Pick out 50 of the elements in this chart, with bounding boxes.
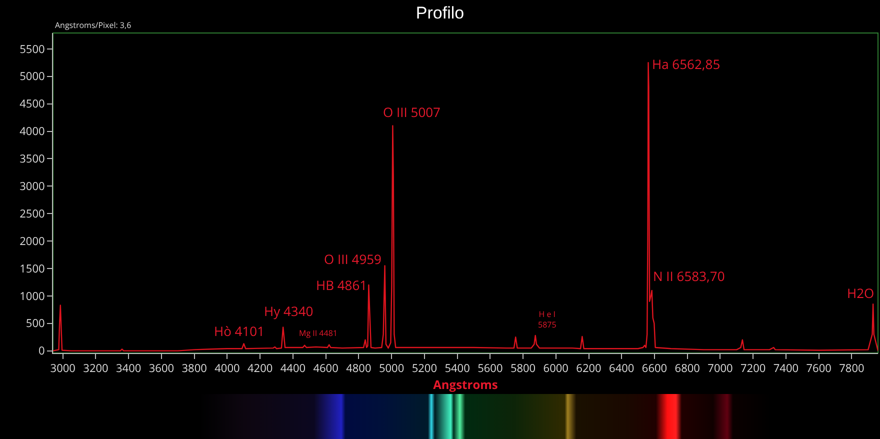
- x-tick-label: 6600: [642, 361, 668, 376]
- y-tick-label: 4500: [20, 96, 45, 112]
- y-tick-label: 5500: [20, 42, 45, 57]
- x-tick-label: 7400: [773, 361, 799, 376]
- x-axis-title: Angstroms: [433, 376, 498, 394]
- x-tick-label: 6400: [609, 361, 634, 376]
- x-tick-label: 4800: [346, 361, 372, 376]
- x-tick-label: 4000: [214, 361, 240, 376]
- y-tick-label: 2500: [20, 206, 45, 222]
- chart-title: Profilo: [416, 3, 464, 22]
- x-tick-label: 7200: [740, 361, 766, 376]
- y-tick-label: 0: [38, 344, 45, 359]
- text: Angstroms/Pixel: 3,6: [55, 20, 132, 31]
- y-tick-label: 1500: [20, 261, 45, 276]
- annotation: Hò 4101: [214, 322, 265, 340]
- x-tick-label: 5800: [510, 361, 536, 376]
- x-tick-label: 4600: [313, 361, 338, 376]
- annotation: H e I 5875: [538, 309, 557, 330]
- x-tick-label: 7800: [839, 361, 864, 376]
- x-tick-label: 7000: [708, 361, 733, 376]
- y-tick-label: 4000: [20, 124, 45, 140]
- x-tick-label: 3200: [83, 361, 108, 376]
- x-tick-label: 3000: [50, 361, 76, 376]
- x-tick-label: 5200: [412, 361, 437, 376]
- annotation: Hy 4340: [264, 302, 314, 320]
- y-tick-label: 5000: [20, 69, 45, 84]
- y-tick-label: 3000: [20, 178, 45, 194]
- y-tick-label: 1000: [20, 288, 45, 304]
- annotation: HB 4861: [316, 276, 368, 294]
- y-tick-label: 3500: [20, 152, 45, 167]
- annotation: H2O: [847, 284, 874, 302]
- annotation: N II 6583,70: [653, 267, 725, 285]
- annotation: O III 5007: [383, 103, 440, 121]
- annotation: O III 4959: [324, 250, 382, 268]
- annotation: Ha 6562,85: [652, 55, 720, 73]
- x-tick-label: 4200: [247, 361, 273, 376]
- annotation: Mg II 4481: [299, 328, 338, 339]
- x-tick-label: 4400: [280, 361, 306, 376]
- x-tick-label: 5600: [478, 361, 503, 376]
- x-tick-label: 6200: [576, 361, 602, 376]
- x-tick-label: 5400: [444, 361, 470, 376]
- y-tick-label: 2000: [20, 234, 45, 249]
- x-tick-label: 6800: [674, 361, 700, 376]
- x-tick-label: 3600: [148, 361, 174, 376]
- x-tick-label: 3400: [116, 361, 142, 376]
- y-tick-label: 500: [26, 316, 45, 332]
- x-tick-label: 6000: [543, 361, 568, 376]
- x-tick-label: 7600: [806, 361, 832, 376]
- x-tick-label: 5000: [378, 361, 404, 376]
- x-tick-label: 3800: [182, 361, 207, 376]
